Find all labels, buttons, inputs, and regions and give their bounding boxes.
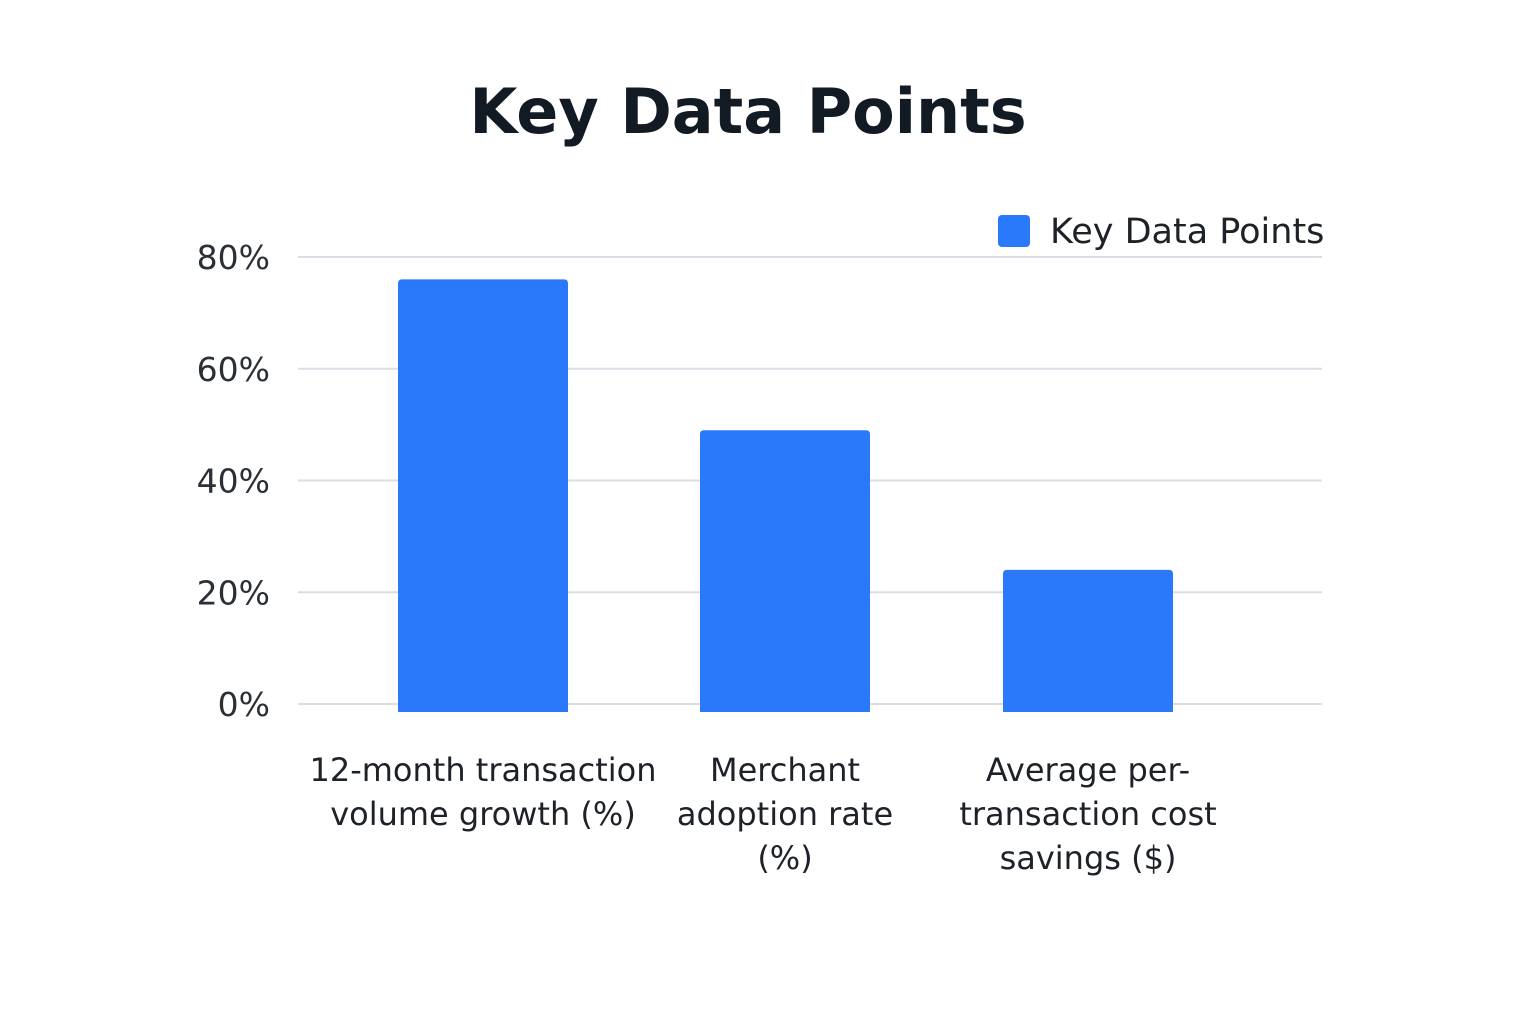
x-axis-labels: 12-month transaction volume growth (%) Mer… <box>309 751 1216 877</box>
bar <box>700 430 870 712</box>
chart-title: Key Data Points <box>469 75 1026 148</box>
x-category-label-line: volume growth (%) <box>330 795 636 833</box>
y-tick-label: 80% <box>197 238 270 277</box>
x-category-label-line: (%) <box>757 839 812 877</box>
bars <box>398 279 1173 712</box>
x-category-label-line: Merchant <box>710 751 860 789</box>
x-category-label-line: adoption rate <box>677 795 893 833</box>
legend-label: Key Data Points <box>1050 212 1324 252</box>
bar <box>1003 569 1173 712</box>
legend: Key Data Points <box>998 212 1324 252</box>
y-axis-ticks: 0% 20% 40% 60% 80% <box>197 238 270 724</box>
x-category-label: Average per-transaction cost savings ($) <box>959 751 1216 877</box>
y-tick-label: 0% <box>218 685 270 724</box>
x-category-label: 12-month transaction volume growth (%) <box>309 751 656 833</box>
y-tick-label: 20% <box>197 573 270 612</box>
x-category-label: Merchant adoption rate (%) <box>677 751 893 877</box>
x-category-label-line: transaction cost <box>959 795 1216 833</box>
legend-swatch <box>998 215 1030 247</box>
x-category-label-line: 12-month transaction <box>309 751 656 789</box>
x-category-label-line: savings ($) <box>1000 839 1177 877</box>
y-tick-label: 40% <box>197 462 270 501</box>
y-tick-label: 60% <box>197 350 270 389</box>
bar <box>398 279 568 712</box>
x-category-label-line: Average per- <box>986 751 1190 789</box>
